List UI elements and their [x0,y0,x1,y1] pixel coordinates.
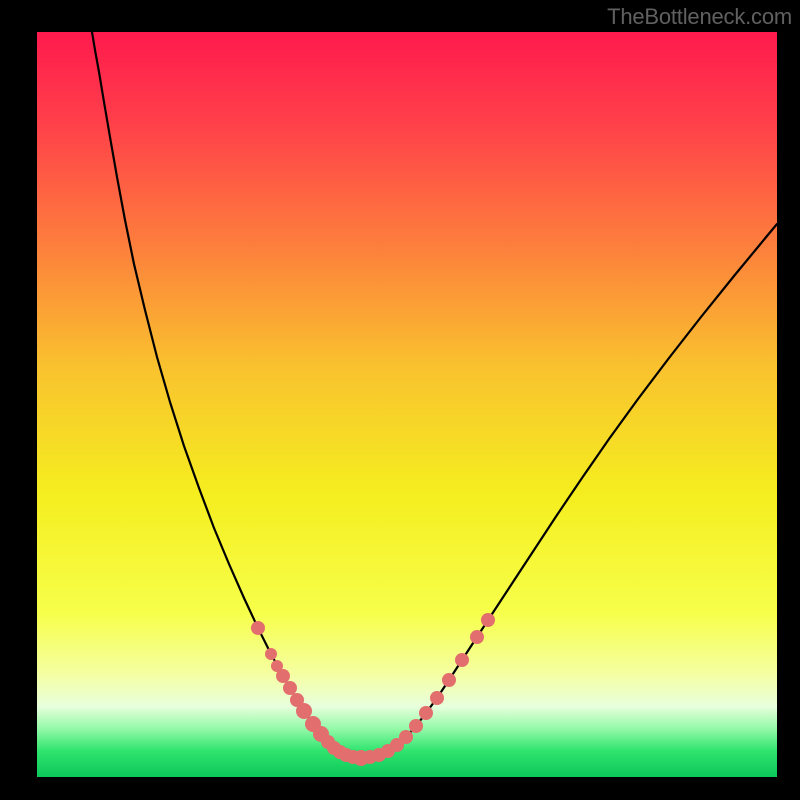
curve-marker [470,630,484,644]
curve-marker [419,706,433,720]
chart-overlay [37,32,777,777]
curve-marker [296,703,312,719]
chart-stage: TheBottleneck.com [0,0,800,800]
curve-marker [455,653,469,667]
curve-marker [442,673,456,687]
watermark-label: TheBottleneck.com [607,4,792,30]
marker-group [251,613,495,766]
curve-marker [283,681,297,695]
curve-marker [409,719,423,733]
curve-marker [481,613,495,627]
curve-marker [276,669,290,683]
curve-marker [251,621,265,635]
curve-marker [265,648,277,660]
curve-marker [430,691,444,705]
curve-marker [399,730,413,744]
plot-area [37,32,777,777]
curve-line [92,32,777,758]
